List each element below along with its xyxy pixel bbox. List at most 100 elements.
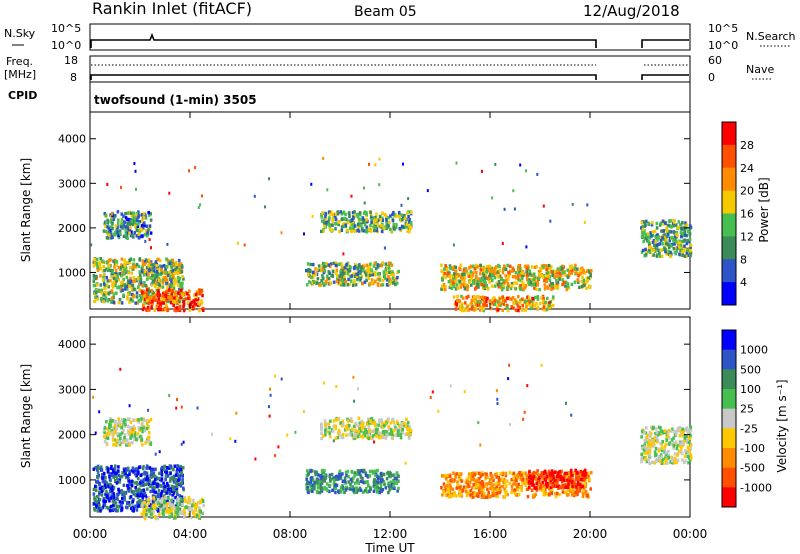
data-cell (499, 277, 503, 281)
data-cell (175, 501, 179, 505)
data-cell (543, 287, 547, 291)
data-cell (521, 287, 524, 291)
data-cell (503, 494, 506, 499)
data-cell (538, 287, 541, 292)
data-cell (133, 426, 137, 431)
data-cell (188, 289, 191, 293)
data-cell (545, 474, 549, 479)
data-cell (113, 278, 116, 283)
data-cell (581, 475, 585, 479)
data-cell (141, 502, 144, 506)
data-cell (342, 252, 345, 256)
data-cell (521, 274, 524, 278)
data-cell (511, 483, 515, 487)
data-cell (183, 511, 187, 515)
data-cell (517, 264, 521, 268)
data-cell (324, 221, 328, 226)
data-cell (341, 223, 345, 227)
data-cell (94, 295, 97, 300)
data-cell (390, 263, 394, 267)
data-cell (468, 280, 471, 284)
data-cell (165, 273, 169, 277)
data-cell (496, 494, 500, 499)
data-cell (373, 421, 377, 425)
data-cell (170, 300, 173, 305)
data-cell (475, 471, 478, 475)
data-cell (348, 432, 352, 437)
data-cell (548, 271, 551, 275)
data-cell (155, 264, 158, 268)
data-cell (354, 432, 358, 437)
data-cell (311, 478, 315, 482)
data-cell (172, 271, 176, 275)
data-cell (494, 482, 497, 486)
data-cell (361, 220, 365, 224)
data-cell (514, 308, 518, 312)
data-cell (496, 308, 500, 312)
data-cell (398, 425, 401, 429)
data-cell (587, 276, 590, 281)
data-cell (359, 271, 362, 275)
data-cell (137, 214, 141, 218)
data-cell (320, 468, 324, 473)
data-cell (112, 495, 116, 499)
data-cell (192, 299, 195, 303)
data-cell (118, 232, 122, 236)
data-cell (479, 263, 482, 268)
data-cell (452, 295, 456, 299)
data-cell (659, 221, 663, 225)
data-cell (171, 258, 174, 262)
data-cell (109, 496, 113, 500)
data-cell (490, 474, 493, 478)
data-cell (495, 485, 498, 489)
data-cell (145, 418, 149, 423)
data-cell (464, 301, 467, 305)
data-cell (375, 212, 378, 216)
data-cell (446, 483, 449, 488)
data-cell (156, 492, 160, 497)
data-cell (375, 228, 378, 233)
data-cell (350, 485, 353, 489)
data-cell (521, 481, 524, 486)
data-cell (93, 496, 96, 500)
data-cell (356, 277, 359, 282)
data-cell (457, 273, 460, 278)
data-cell (325, 274, 329, 278)
data-cell (189, 302, 193, 306)
data-cell (148, 439, 151, 443)
data-cell (109, 236, 113, 240)
data-cell (346, 220, 349, 225)
data-cell (328, 431, 332, 435)
data-cell (159, 304, 162, 309)
data-cell (321, 219, 324, 223)
data-cell (514, 287, 518, 291)
data-cell (484, 475, 488, 479)
data-cell (478, 488, 481, 492)
data-cell (462, 279, 465, 283)
data-cell (447, 280, 451, 284)
data-cell (495, 491, 499, 496)
data-cell (689, 245, 692, 249)
data-cell (386, 278, 389, 282)
data-cell (537, 276, 540, 281)
data-cell (389, 421, 393, 425)
data-cell (334, 490, 337, 495)
data-cell (108, 499, 111, 503)
data-cell (462, 284, 466, 288)
data-cell (373, 486, 377, 490)
data-cell (446, 493, 450, 497)
data-cell (191, 305, 195, 309)
data-cell (157, 297, 161, 301)
data-cell (372, 264, 376, 268)
data-cell (582, 489, 586, 493)
data-cell (154, 506, 158, 511)
data-cell (516, 488, 519, 492)
data-cell (147, 501, 150, 505)
data-cell (97, 473, 100, 478)
data-cell (406, 211, 409, 215)
data-cell (139, 227, 142, 231)
data-cell (464, 282, 467, 287)
data-cell (476, 479, 480, 483)
power-marks (90, 113, 693, 313)
data-cell (392, 276, 395, 280)
